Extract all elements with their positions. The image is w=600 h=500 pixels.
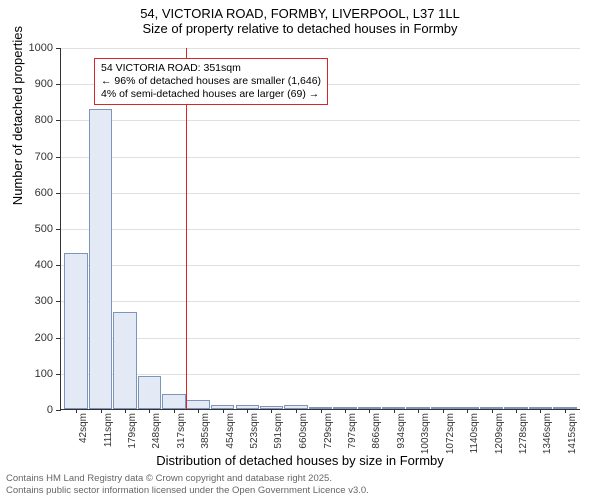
x-tick	[321, 409, 322, 413]
y-tick-label: 700	[35, 151, 61, 163]
x-tick	[101, 409, 102, 413]
y-tick-label: 400	[35, 259, 61, 271]
histogram-bar	[113, 312, 137, 409]
x-tick	[345, 409, 346, 413]
x-tick-label: 729sqm	[323, 409, 334, 449]
histogram-bar	[89, 109, 113, 409]
grid-line	[61, 301, 580, 302]
x-tick-label: 454sqm	[225, 409, 236, 449]
y-tick-label: 800	[35, 114, 61, 126]
x-tick	[174, 409, 175, 413]
x-tick	[223, 409, 224, 413]
y-tick-label: 100	[35, 368, 61, 380]
histogram-bar	[186, 400, 210, 409]
x-tick-label: 797sqm	[347, 409, 358, 449]
x-axis-title: Distribution of detached houses by size …	[0, 453, 600, 468]
x-tick	[565, 409, 566, 413]
grid-line	[61, 120, 580, 121]
x-tick-label: 179sqm	[127, 409, 138, 449]
footer-line1: Contains HM Land Registry data © Crown c…	[6, 473, 369, 484]
x-tick-label: 1415sqm	[567, 409, 578, 454]
y-tick-label: 500	[35, 223, 61, 235]
grid-line	[61, 229, 580, 230]
x-tick-label: 523sqm	[249, 409, 260, 449]
x-tick	[296, 409, 297, 413]
x-tick-label: 111sqm	[103, 409, 114, 447]
grid-line	[61, 265, 580, 266]
title-block: 54, VICTORIA ROAD, FORMBY, LIVERPOOL, L3…	[0, 0, 600, 36]
x-tick	[76, 409, 77, 413]
annotation-line3: 4% of semi-detached houses are larger (6…	[101, 88, 321, 101]
x-tick-label: 1278sqm	[518, 409, 529, 454]
grid-line	[61, 193, 580, 194]
x-tick-label: 934sqm	[396, 409, 407, 449]
footer: Contains HM Land Registry data © Crown c…	[6, 473, 369, 496]
footer-line2: Contains public sector information licen…	[6, 485, 369, 496]
y-tick-label: 300	[35, 295, 61, 307]
title-line1: 54, VICTORIA ROAD, FORMBY, LIVERPOOL, L3…	[0, 6, 600, 21]
x-tick	[492, 409, 493, 413]
plot-area: 0100200300400500600700800900100042sqm111…	[60, 48, 580, 410]
x-tick-label: 1209sqm	[494, 409, 505, 454]
grid-line	[61, 48, 580, 49]
x-tick-label: 42sqm	[78, 409, 89, 443]
x-tick-label: 1346sqm	[542, 409, 553, 454]
x-tick-label: 660sqm	[298, 409, 309, 449]
grid-line	[61, 338, 580, 339]
annotation-line2: ← 96% of detached houses are smaller (1,…	[101, 75, 321, 88]
x-tick-label: 1003sqm	[420, 409, 431, 454]
x-tick-label: 866sqm	[371, 409, 382, 449]
x-tick	[467, 409, 468, 413]
x-tick-label: 591sqm	[273, 409, 284, 449]
x-tick	[125, 409, 126, 413]
histogram-bar	[64, 253, 88, 409]
y-tick-label: 1000	[29, 42, 61, 54]
y-tick-label: 600	[35, 187, 61, 199]
x-tick-label: 385sqm	[200, 409, 211, 449]
annotation-box: 54 VICTORIA ROAD: 351sqm ← 96% of detach…	[94, 58, 328, 105]
histogram-bar	[138, 376, 162, 409]
x-tick-label: 248sqm	[151, 409, 162, 449]
title-line2: Size of property relative to detached ho…	[0, 21, 600, 36]
x-tick-label: 1140sqm	[469, 409, 480, 453]
annotation-line1: 54 VICTORIA ROAD: 351sqm	[101, 62, 321, 75]
x-tick-label: 1072sqm	[445, 409, 456, 454]
grid-line	[61, 374, 580, 375]
y-axis-title: Number of detached properties	[10, 26, 25, 205]
y-tick-label: 900	[35, 78, 61, 90]
grid-line	[61, 157, 580, 158]
chart-container: 54, VICTORIA ROAD, FORMBY, LIVERPOOL, L3…	[0, 0, 600, 500]
y-tick-label: 0	[47, 404, 61, 416]
histogram-bar	[162, 394, 186, 409]
x-tick	[394, 409, 395, 413]
x-tick	[198, 409, 199, 413]
x-tick	[443, 409, 444, 413]
y-tick-label: 200	[35, 332, 61, 344]
x-tick-label: 317sqm	[176, 409, 187, 449]
